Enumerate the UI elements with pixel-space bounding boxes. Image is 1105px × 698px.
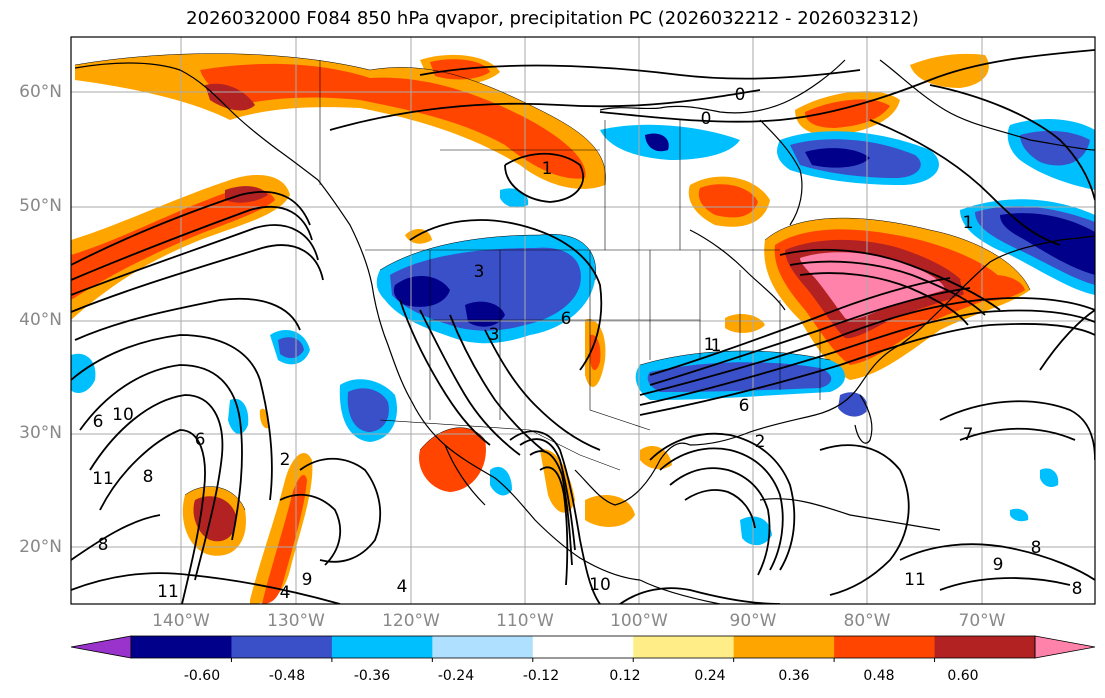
shade-positive-northeast-pink xyxy=(800,252,945,320)
map-title: 2026032000 F084 850 hPa qvapor, precipit… xyxy=(186,8,919,29)
contour-label: 9 xyxy=(302,570,313,590)
contour-label: 1 xyxy=(704,335,715,355)
contour-label: 11 xyxy=(92,469,114,489)
lon-label-110w: 110°W xyxy=(496,611,554,631)
lon-label-100w: 100°W xyxy=(610,611,668,631)
contour-label: 3 xyxy=(474,262,485,282)
contour-label: 8 xyxy=(1031,538,1042,558)
coastlines xyxy=(74,59,1095,604)
contour-label: 4 xyxy=(397,577,408,597)
shade-negative-maritimes-dark xyxy=(1000,213,1095,275)
lat-label-40n: 40°N xyxy=(19,310,62,330)
contour-label: 10 xyxy=(589,575,611,595)
contour-label: 9 xyxy=(993,555,1004,575)
lon-label-70w: 70°W xyxy=(958,611,1006,631)
contour-label: 2 xyxy=(280,450,291,470)
shade-positive-plains-core xyxy=(590,334,601,371)
contour-label: 11 xyxy=(904,570,926,590)
contour-label: 6 xyxy=(561,309,572,329)
colorbar-tick-label: 0.24 xyxy=(694,668,726,684)
colorbar-segment xyxy=(834,636,936,658)
contour-label: 0 xyxy=(735,85,746,105)
contour-label: 2 xyxy=(755,432,766,452)
shade-positive-ontario-core xyxy=(698,184,758,218)
lon-label-140w: 140°W xyxy=(152,611,210,631)
shade-negative-fl xyxy=(838,392,868,417)
colorbar-segment xyxy=(633,636,735,658)
colorbar-extend-high xyxy=(1034,635,1096,659)
shade-negative-caribbean xyxy=(740,516,772,546)
shade-positive-hawaii-core xyxy=(193,496,237,542)
shade-negative-cali-core xyxy=(347,388,389,432)
colorbar-segment xyxy=(231,636,333,658)
colorbar-tick-label: -0.24 xyxy=(437,668,475,684)
shade-positive-nw xyxy=(405,228,432,244)
colorbar-tick-label: 0.60 xyxy=(947,668,979,684)
colorbar xyxy=(70,635,1096,662)
contour-label: 7 xyxy=(963,425,974,445)
shade-negative-canada xyxy=(600,124,740,160)
lon-label-80w: 80°W xyxy=(843,611,891,631)
colorbar-tick-label: -0.48 xyxy=(268,668,306,684)
shade-negative-pacnw-core xyxy=(278,337,304,359)
contour-label: 8 xyxy=(143,467,154,487)
contour-label: 6 xyxy=(93,412,104,432)
lat-label-20n: 20°N xyxy=(19,537,62,557)
shade-positive-gulf xyxy=(640,445,672,470)
lon-label-130w: 130°W xyxy=(267,611,325,631)
lat-label-30n: 30°N xyxy=(19,423,62,443)
colorbar-segment xyxy=(934,636,1036,658)
colorbar-tick-label: 0.48 xyxy=(863,668,895,684)
contour-label: 1 xyxy=(711,336,722,356)
shade-negative-labrador-core xyxy=(1020,130,1090,166)
colorbar-frame xyxy=(130,635,1036,659)
political-borders xyxy=(319,60,821,471)
shade-positive-pacific-core xyxy=(71,188,275,300)
contour-label: 4 xyxy=(280,583,291,603)
contour-label: 11 xyxy=(157,582,179,602)
contour-label: 1 xyxy=(963,213,974,233)
lat-label-60n: 60°N xyxy=(19,82,62,102)
graticule xyxy=(71,37,1095,604)
contour-label: 1 xyxy=(542,159,553,179)
colorbar-tick-label: 0.12 xyxy=(609,668,641,684)
shade-negative-sw-blob xyxy=(228,398,249,435)
shade-negative-carib-e xyxy=(1010,508,1029,522)
contour-label: 6 xyxy=(739,396,750,416)
contour-label: 3 xyxy=(489,325,500,345)
lon-label-90w: 90°W xyxy=(729,611,777,631)
colorbar-segment xyxy=(432,636,534,658)
colorbar-tick-label: -0.36 xyxy=(353,668,391,684)
colorbar-tick-label: -0.60 xyxy=(183,668,221,684)
shade-negative-west-mid xyxy=(390,247,581,331)
shade-negative-atl-s xyxy=(1040,468,1059,488)
colorbar-extend-low xyxy=(70,635,132,659)
contour-label: 8 xyxy=(1072,579,1083,599)
colorbar-segment xyxy=(331,636,433,658)
shade-positive-midwest xyxy=(725,314,765,333)
shade-negative-west-dark2 xyxy=(465,301,505,327)
contour-label: 10 xyxy=(112,405,134,425)
colorbar-tick-label: 0.36 xyxy=(778,668,810,684)
colorbar-tick-label: -0.12 xyxy=(522,668,560,684)
shade-negative-quebec-dark xyxy=(805,148,870,168)
shade-negative-pacific-w xyxy=(71,353,96,393)
shade-positive-gulf-alaska xyxy=(205,83,255,111)
shade-positive-quebec-core xyxy=(805,99,890,128)
shade-negative-west-dark xyxy=(393,275,450,307)
plot-frame xyxy=(70,36,1096,605)
colorbar-segment xyxy=(131,636,232,658)
lon-label-120w: 120°W xyxy=(382,611,440,631)
qvapor-contours xyxy=(71,49,1095,604)
shade-negative-gulfcoast-core xyxy=(647,362,832,392)
colorbar-segment xyxy=(532,636,634,658)
contour-label: 6 xyxy=(195,430,206,450)
lat-label-50n: 50°N xyxy=(19,196,62,216)
colorbar-segment xyxy=(733,636,835,658)
contour-label: 0 xyxy=(701,109,712,129)
shade-positive-baja xyxy=(419,427,486,492)
contour-label: 8 xyxy=(98,535,109,555)
shade-negative-canada-dark xyxy=(645,133,669,152)
